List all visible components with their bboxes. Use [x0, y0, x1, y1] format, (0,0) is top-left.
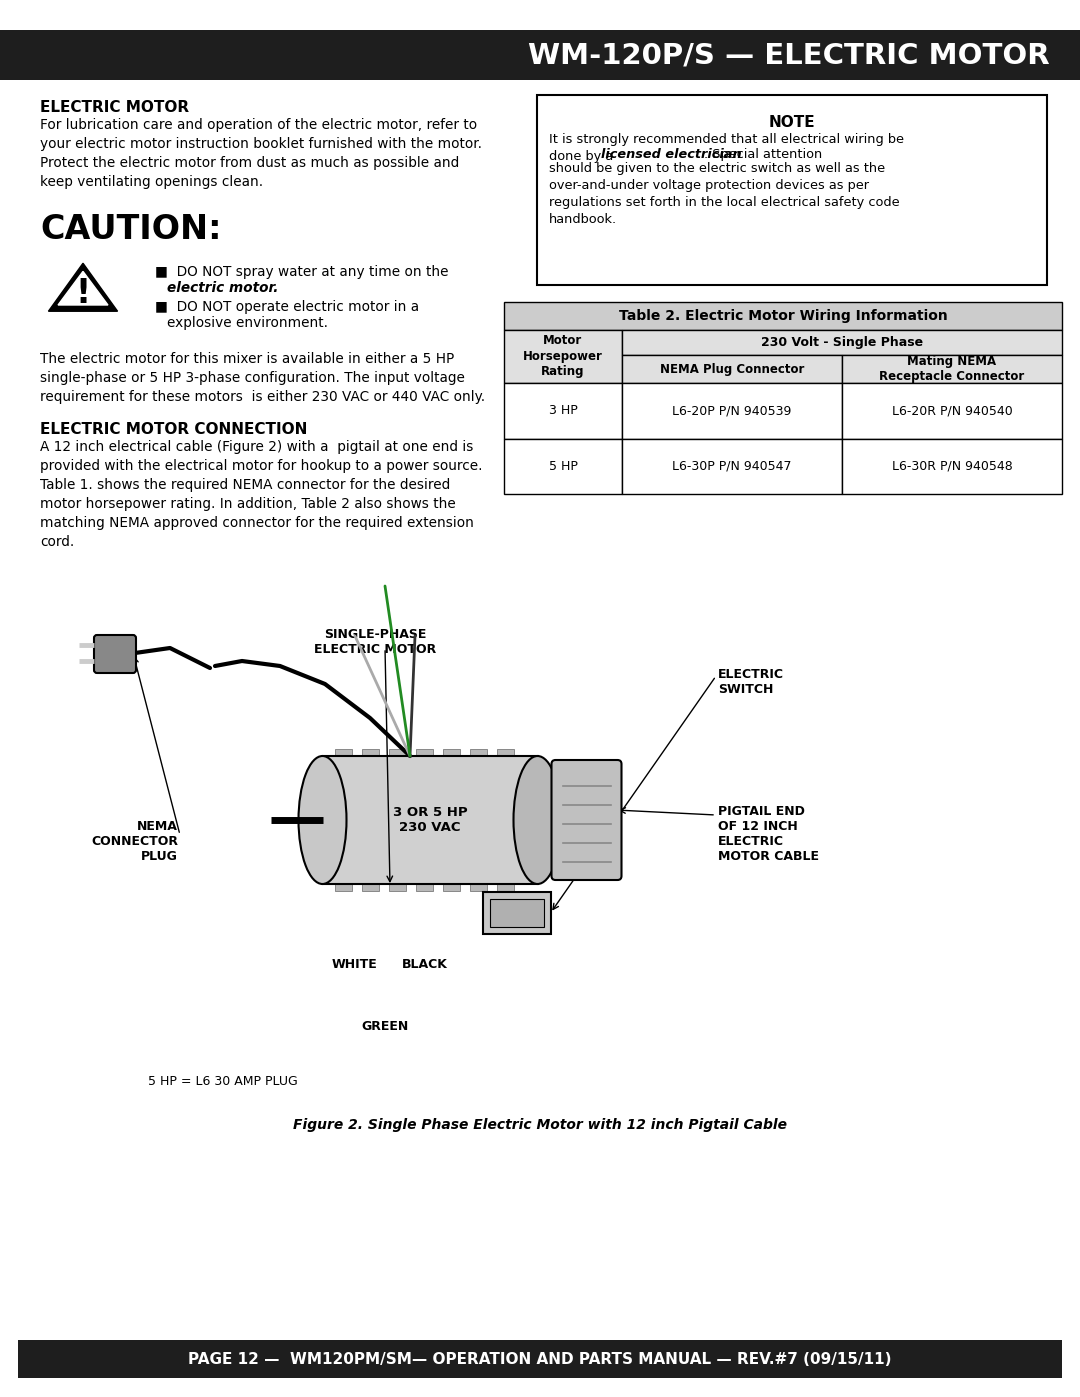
- Bar: [504, 330, 622, 383]
- Bar: [504, 383, 622, 439]
- Bar: [362, 749, 378, 891]
- Bar: [622, 330, 1062, 355]
- Text: NOTE: NOTE: [769, 115, 815, 130]
- Text: It is strongly recommended that all electrical wiring be
done by a: It is strongly recommended that all elec…: [549, 133, 904, 163]
- Bar: [416, 749, 432, 891]
- Text: BLACK: BLACK: [402, 958, 448, 971]
- Text: ELECTRIC
SWITCH: ELECTRIC SWITCH: [718, 668, 784, 696]
- Polygon shape: [49, 263, 118, 312]
- Text: For lubrication care and operation of the electric motor, refer to
your electric: For lubrication care and operation of th…: [40, 117, 482, 189]
- Text: 3 OR 5 HP
230 VAC: 3 OR 5 HP 230 VAC: [393, 806, 468, 834]
- Text: SINGLE-PHASE
ELECTRIC MOTOR: SINGLE-PHASE ELECTRIC MOTOR: [314, 629, 436, 657]
- Bar: [622, 355, 842, 383]
- Bar: [622, 439, 842, 495]
- Text: explosive environment.: explosive environment.: [167, 316, 328, 330]
- Ellipse shape: [298, 756, 347, 884]
- Text: Figure 2. Single Phase Electric Motor with 12 inch Pigtail Cable: Figure 2. Single Phase Electric Motor wi…: [293, 1118, 787, 1132]
- Text: . Special attention: . Special attention: [704, 148, 822, 161]
- Text: 3 HP: 3 HP: [549, 404, 578, 418]
- Text: L6-30R P/N 940548: L6-30R P/N 940548: [892, 460, 1012, 472]
- Bar: [483, 893, 551, 935]
- Ellipse shape: [513, 756, 562, 884]
- Text: Table 2. Electric Motor Wiring Information: Table 2. Electric Motor Wiring Informati…: [619, 309, 947, 323]
- Text: should be given to the electric switch as well as the
over-and-under voltage pro: should be given to the electric switch a…: [549, 162, 900, 226]
- Text: L6-30P P/N 940547: L6-30P P/N 940547: [672, 460, 792, 472]
- Text: A 12 inch electrical cable (Figure 2) with a  pigtail at one end is
provided wit: A 12 inch electrical cable (Figure 2) wi…: [40, 440, 483, 549]
- Text: 5 HP: 5 HP: [549, 460, 578, 472]
- Bar: [18, 1340, 1062, 1377]
- Bar: [335, 749, 351, 891]
- Bar: [497, 749, 513, 891]
- Text: electric motor.: electric motor.: [167, 281, 279, 295]
- Text: 5 HP = L6 30 AMP PLUG: 5 HP = L6 30 AMP PLUG: [148, 1076, 298, 1088]
- Bar: [842, 355, 1062, 383]
- Text: ■  DO NOT spray water at any time on the: ■ DO NOT spray water at any time on the: [156, 265, 448, 279]
- Text: PAGE 12 —  WM120PM/SM— OPERATION AND PARTS MANUAL — REV.#7 (09/15/11): PAGE 12 — WM120PM/SM— OPERATION AND PART…: [188, 1351, 892, 1366]
- Text: CAUTION:: CAUTION:: [40, 212, 221, 246]
- Polygon shape: [58, 271, 108, 305]
- Text: NEMA Plug Connector: NEMA Plug Connector: [660, 362, 805, 376]
- Text: ELECTRIC MOTOR: ELECTRIC MOTOR: [40, 101, 189, 115]
- Bar: [842, 383, 1062, 439]
- Text: WHITE: WHITE: [333, 958, 378, 971]
- Bar: [504, 439, 622, 495]
- FancyBboxPatch shape: [537, 95, 1047, 285]
- Text: Motor
Horsepower
Rating: Motor Horsepower Rating: [523, 334, 603, 379]
- Bar: [470, 749, 486, 891]
- Bar: [842, 439, 1062, 495]
- Text: L6-20P P/N 940539: L6-20P P/N 940539: [673, 404, 792, 418]
- Bar: [504, 302, 1062, 330]
- Bar: [622, 383, 842, 439]
- Text: ■  DO NOT operate electric motor in a: ■ DO NOT operate electric motor in a: [156, 300, 419, 314]
- Text: PIGTAIL END
OF 12 INCH
ELECTRIC
MOTOR CABLE: PIGTAIL END OF 12 INCH ELECTRIC MOTOR CA…: [718, 805, 819, 863]
- Text: licensed electrician: licensed electrician: [600, 148, 742, 161]
- Text: Mating NEMA
Receptacle Connector: Mating NEMA Receptacle Connector: [879, 355, 1025, 383]
- Bar: [489, 900, 543, 928]
- Bar: [443, 749, 459, 891]
- Text: ELECTRIC MOTOR CONNECTION: ELECTRIC MOTOR CONNECTION: [40, 422, 308, 437]
- Bar: [323, 756, 538, 884]
- Text: !: !: [76, 278, 91, 310]
- FancyBboxPatch shape: [552, 760, 621, 880]
- Text: GREEN: GREEN: [362, 1020, 408, 1032]
- Text: L6-20R P/N 940540: L6-20R P/N 940540: [892, 404, 1012, 418]
- Text: NEMA
CONNECTOR
PLUG: NEMA CONNECTOR PLUG: [91, 820, 178, 863]
- FancyBboxPatch shape: [94, 636, 136, 673]
- Text: WM-120P/S — ELECTRIC MOTOR: WM-120P/S — ELECTRIC MOTOR: [528, 41, 1050, 68]
- Text: The electric motor for this mixer is available in either a 5 HP
single-phase or : The electric motor for this mixer is ava…: [40, 352, 485, 404]
- Bar: [389, 749, 405, 891]
- Bar: [0, 29, 1080, 80]
- Text: 230 Volt - Single Phase: 230 Volt - Single Phase: [761, 337, 923, 349]
